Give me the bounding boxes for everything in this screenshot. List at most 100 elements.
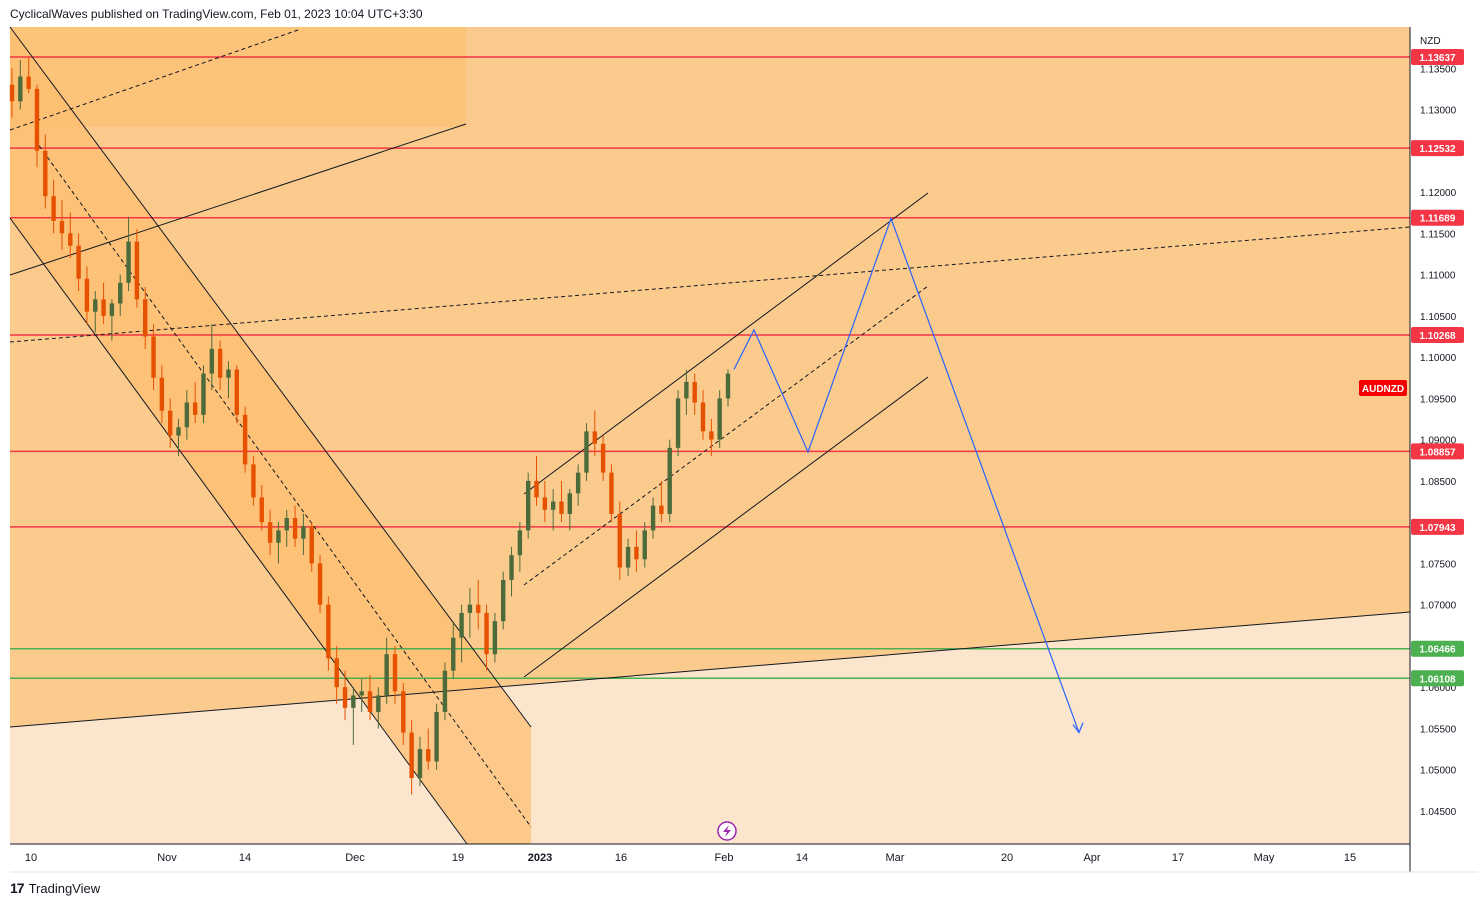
time-tick: Dec xyxy=(345,852,365,864)
candle-body xyxy=(617,513,622,568)
candle-body xyxy=(51,196,56,221)
candle-body xyxy=(725,373,731,399)
candle-body xyxy=(584,431,589,473)
candle-body xyxy=(426,749,431,762)
time-tick: 2023 xyxy=(528,852,552,864)
price-tick: 1.05000 xyxy=(1420,766,1457,777)
time-tick: Feb xyxy=(715,852,734,864)
candle-body xyxy=(517,530,523,556)
candle-body xyxy=(559,501,564,514)
time-tick: 14 xyxy=(239,852,251,864)
candle-body xyxy=(642,530,647,560)
level-label: 1.10268 xyxy=(1419,331,1456,342)
time-tick: 17 xyxy=(1172,852,1184,864)
level-label-bg xyxy=(1411,48,1464,65)
candles xyxy=(9,56,731,795)
time-tick: 16 xyxy=(615,852,627,864)
candle-body xyxy=(467,604,473,613)
candle-body xyxy=(284,518,289,531)
candle-body xyxy=(442,670,448,712)
candle-body xyxy=(59,220,65,234)
candle-body xyxy=(684,381,689,399)
candle-body xyxy=(192,402,198,415)
candle-body xyxy=(93,299,98,312)
candle-body xyxy=(650,505,656,531)
candle-body xyxy=(359,691,364,696)
candle-body xyxy=(317,563,323,605)
time-tick: May xyxy=(1254,852,1275,864)
support-trendline xyxy=(9,611,1411,728)
candle-body xyxy=(342,687,348,708)
candle-body xyxy=(109,303,115,316)
candle-body xyxy=(176,427,181,436)
price-tick: 1.10500 xyxy=(1420,312,1457,323)
candle-body xyxy=(118,282,123,304)
candle-body xyxy=(159,377,165,411)
price-tick: 1.07000 xyxy=(1420,601,1457,612)
price-tick: 1.12000 xyxy=(1420,188,1457,199)
candle-body xyxy=(201,373,206,415)
candle-body xyxy=(151,336,156,378)
time-axis-ticks[interactable]: 10 Nov 14 Dec 19 2023 16 Feb 14 Mar 20 Apr 17 May 15 xyxy=(25,852,1356,864)
price-tick: 1.07500 xyxy=(1420,559,1457,570)
candle-body xyxy=(709,431,714,440)
candle-body xyxy=(675,398,681,448)
candle-body xyxy=(267,522,273,543)
candle-body xyxy=(242,414,248,465)
price-tick: 1.05500 xyxy=(1420,724,1457,735)
down-channel-fill xyxy=(10,27,531,844)
price-tick: 1.11000 xyxy=(1420,271,1456,282)
level-label-bg xyxy=(1411,518,1464,535)
candle-body xyxy=(209,348,215,374)
down-channel-lower xyxy=(9,217,468,845)
projection-path xyxy=(733,216,1080,733)
price-tick: 1.08500 xyxy=(1420,477,1457,488)
candle-body xyxy=(143,299,148,337)
level-label-bg xyxy=(1411,326,1464,343)
candle-body xyxy=(351,695,356,708)
candle-body xyxy=(567,493,573,514)
candle-body xyxy=(484,612,489,655)
price-tick: 1.04500 xyxy=(1420,807,1457,818)
level-label: 1.13637 xyxy=(1419,53,1456,64)
footer-brand: TradingView xyxy=(28,880,101,896)
price-tick: 1.09500 xyxy=(1420,394,1457,405)
candle-body xyxy=(542,497,548,510)
candle-body xyxy=(501,579,506,622)
candle-body xyxy=(251,464,256,498)
time-tick: 10 xyxy=(25,852,37,864)
down-channel-upper xyxy=(9,26,532,728)
candle-body xyxy=(717,398,722,440)
candle-body xyxy=(634,546,639,560)
horizontal-levels xyxy=(10,56,1410,680)
symbol-label-bg xyxy=(1359,380,1407,396)
publish-header: CyclicalWaves published on TradingView.c… xyxy=(10,7,423,21)
candle-body xyxy=(309,526,314,564)
price-tick: 1.10000 xyxy=(1420,353,1457,364)
time-tick: 15 xyxy=(1344,852,1356,864)
candle-body xyxy=(9,84,15,102)
candle-body xyxy=(550,501,556,510)
event-lightning-icon[interactable] xyxy=(717,821,737,841)
candle-body xyxy=(301,526,306,539)
candle-body xyxy=(376,695,381,712)
candle-body xyxy=(259,497,264,523)
down-channel-mid xyxy=(34,139,532,828)
candle-body xyxy=(659,505,664,514)
candle-body xyxy=(384,654,389,696)
long-dashed-trendline xyxy=(9,226,1411,343)
candle-body xyxy=(575,472,581,494)
up-channel-upper xyxy=(523,192,929,495)
level-label: 1.12532 xyxy=(1419,144,1456,155)
price-tick: 1.06000 xyxy=(1420,683,1457,694)
level-label: 1.11689 xyxy=(1420,214,1456,225)
price-axis-panel[interactable] xyxy=(1410,27,1478,844)
upper-left-trendline xyxy=(9,123,467,276)
candle-body xyxy=(592,431,597,444)
candle-body xyxy=(509,555,514,580)
candle-body xyxy=(68,233,73,246)
candle-body xyxy=(600,443,606,473)
candle-body xyxy=(101,299,106,316)
candle-body xyxy=(401,691,406,733)
